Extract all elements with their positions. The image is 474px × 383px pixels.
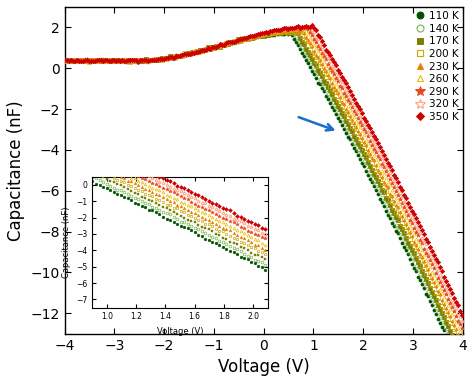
- X-axis label: Voltage (V): Voltage (V): [218, 358, 310, 376]
- Legend: 110 K, 140 K, 170 K, 200 K, 230 K, 260 K, 290 K, 320 K, 350 K: 110 K, 140 K, 170 K, 200 K, 230 K, 260 K…: [415, 10, 460, 123]
- Y-axis label: Capacitance (nF): Capacitance (nF): [7, 100, 25, 241]
